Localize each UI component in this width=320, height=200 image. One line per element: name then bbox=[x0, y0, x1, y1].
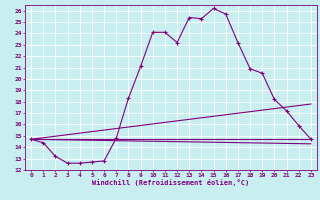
X-axis label: Windchill (Refroidissement éolien,°C): Windchill (Refroidissement éolien,°C) bbox=[92, 179, 250, 186]
